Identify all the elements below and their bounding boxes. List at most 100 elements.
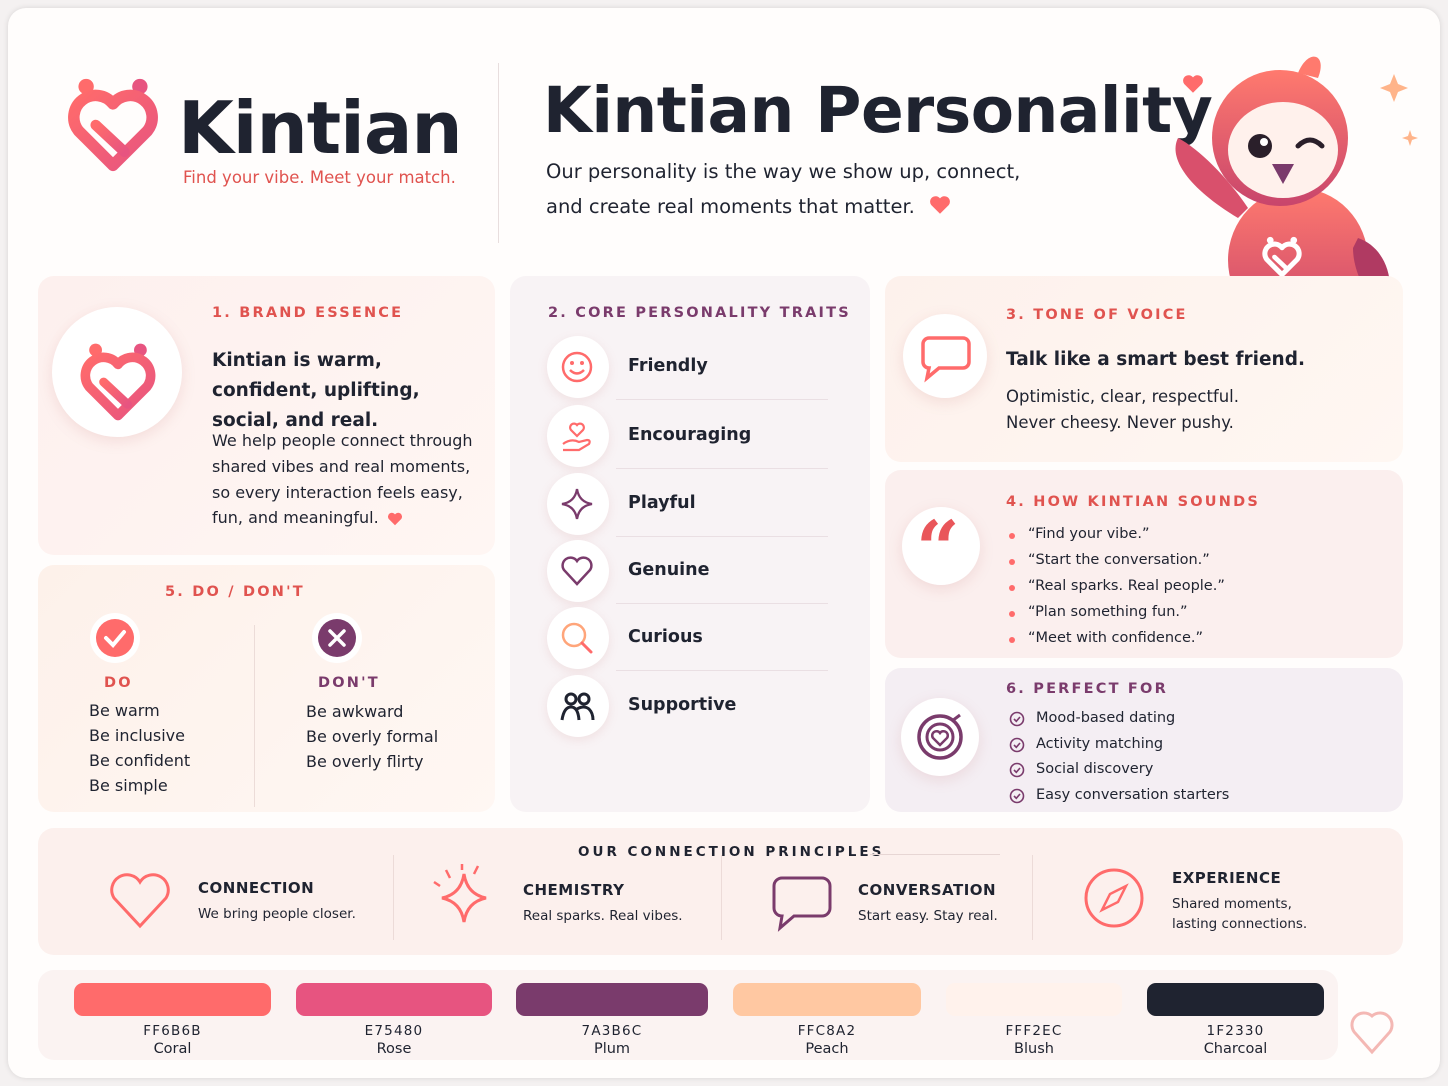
icon-circle xyxy=(901,698,979,776)
body-text: We help people connect through shared vi… xyxy=(212,431,473,528)
do-label: DO xyxy=(104,675,133,691)
shape xyxy=(1009,711,1025,727)
shape xyxy=(921,336,971,383)
principles-heading: OUR CONNECTION PRINCIPLES xyxy=(578,844,885,860)
swatch xyxy=(74,983,271,1016)
quote-icon: “ xyxy=(916,504,960,593)
brand-name: Kintian xyxy=(178,86,463,170)
trait-name: Encouraging xyxy=(628,425,752,445)
hex-code: E75480 xyxy=(364,1023,424,1039)
shape xyxy=(580,641,593,654)
color-name: Charcoal xyxy=(1203,1041,1268,1057)
dont-item: Be awkward xyxy=(306,702,404,721)
swatch xyxy=(733,983,921,1016)
check-icon xyxy=(1009,762,1025,778)
section-heading: 2. CORE PERSONALITY TRAITS xyxy=(548,305,851,321)
swatch xyxy=(1147,983,1324,1016)
swatch xyxy=(296,983,492,1016)
shape xyxy=(96,619,134,657)
logo-icon xyxy=(78,338,158,426)
separator xyxy=(616,536,828,537)
trait-icon xyxy=(561,351,593,383)
hex-code: FF6B6B xyxy=(143,1023,202,1039)
title: Kintian Personality xyxy=(543,74,1213,147)
sound-line: “Meet with confidence.” xyxy=(1028,630,1204,646)
shape xyxy=(561,622,587,648)
trait-name: Curious xyxy=(628,627,703,647)
statement: Kintian is warm, confident, uplifting, s… xyxy=(212,350,420,431)
section-heading: 1. BRAND ESSENCE xyxy=(212,305,404,321)
subtitle-text: and create real moments that matter. xyxy=(546,195,915,218)
principle-title: CHEMISTRY xyxy=(523,881,625,899)
logo xyxy=(65,70,161,180)
icon-circle xyxy=(547,540,609,602)
principle-text: Start easy. Stay real. xyxy=(858,908,998,924)
check-icon xyxy=(1009,788,1025,803)
trait-name: Supportive xyxy=(628,695,737,715)
bullet xyxy=(1009,611,1015,617)
principle-icon xyxy=(110,873,170,929)
shape xyxy=(1228,102,1338,198)
principle-text: Shared moments, lasting connections. xyxy=(1172,896,1308,932)
shape xyxy=(328,629,346,647)
icon-circle xyxy=(547,336,609,398)
shape xyxy=(1350,1011,1394,1055)
perfect-item: Activity matching xyxy=(1036,735,1164,752)
perfect-item: Easy conversation starters xyxy=(1036,786,1230,803)
shape xyxy=(85,344,150,416)
shape xyxy=(1009,788,1025,803)
trait-icon xyxy=(562,422,591,452)
bullet xyxy=(1009,637,1015,643)
trait-name: Playful xyxy=(628,493,696,513)
color-name: Coral xyxy=(153,1041,192,1057)
do-item: Be inclusive xyxy=(89,726,185,745)
sound-line: “Find your vibe.” xyxy=(1028,526,1150,542)
sound-line: “Plan something fun.” xyxy=(1028,604,1188,620)
subtitle-line: Our personality is the way we show up, c… xyxy=(546,160,1021,183)
shape xyxy=(1009,737,1025,752)
shape xyxy=(74,79,152,165)
shape xyxy=(561,556,593,586)
divider xyxy=(1032,855,1033,940)
color-name: Peach xyxy=(805,1041,849,1057)
swatch xyxy=(946,983,1122,1016)
separator xyxy=(616,399,828,400)
trait-icon xyxy=(561,556,593,586)
icon-circle xyxy=(902,507,980,585)
tagline: Find your vibe. Meet your match. xyxy=(183,168,456,187)
trait-icon xyxy=(561,488,593,520)
hex-code: FFF2EC xyxy=(1005,1023,1063,1039)
divider xyxy=(254,625,255,807)
check-icon xyxy=(1009,737,1025,752)
principle-icon xyxy=(433,864,487,923)
shape xyxy=(1248,134,1272,158)
shape xyxy=(560,705,595,721)
card xyxy=(38,828,1403,955)
sound-line: “Start the conversation.” xyxy=(1028,552,1210,568)
principle-icon xyxy=(1084,868,1144,928)
shape xyxy=(1013,716,1021,723)
shape xyxy=(1175,138,1248,218)
shape xyxy=(569,369,585,375)
bullet xyxy=(1009,585,1015,591)
icon-circle xyxy=(547,473,609,535)
section-heading: 4. HOW KINTIAN SOUNDS xyxy=(1006,494,1260,510)
shape xyxy=(1013,792,1021,799)
shape xyxy=(569,422,585,438)
hex-code: FFC8A2 xyxy=(797,1023,857,1039)
shape xyxy=(1260,138,1268,146)
shape xyxy=(1183,75,1203,93)
shape xyxy=(1013,741,1021,748)
shape xyxy=(564,692,578,706)
color-name: Blush xyxy=(1014,1041,1054,1057)
target-icon xyxy=(917,713,963,760)
rule xyxy=(870,854,1000,855)
color-name: Plum xyxy=(593,1041,631,1057)
shape xyxy=(580,361,584,365)
tone-line: Optimistic, clear, respectful. xyxy=(1006,387,1240,406)
shape xyxy=(570,361,574,365)
perfect-item: Mood-based dating xyxy=(1036,710,1176,726)
tone-line: Never cheesy. Never pushy. xyxy=(1006,413,1234,432)
shape xyxy=(388,513,402,525)
separator xyxy=(616,468,828,469)
